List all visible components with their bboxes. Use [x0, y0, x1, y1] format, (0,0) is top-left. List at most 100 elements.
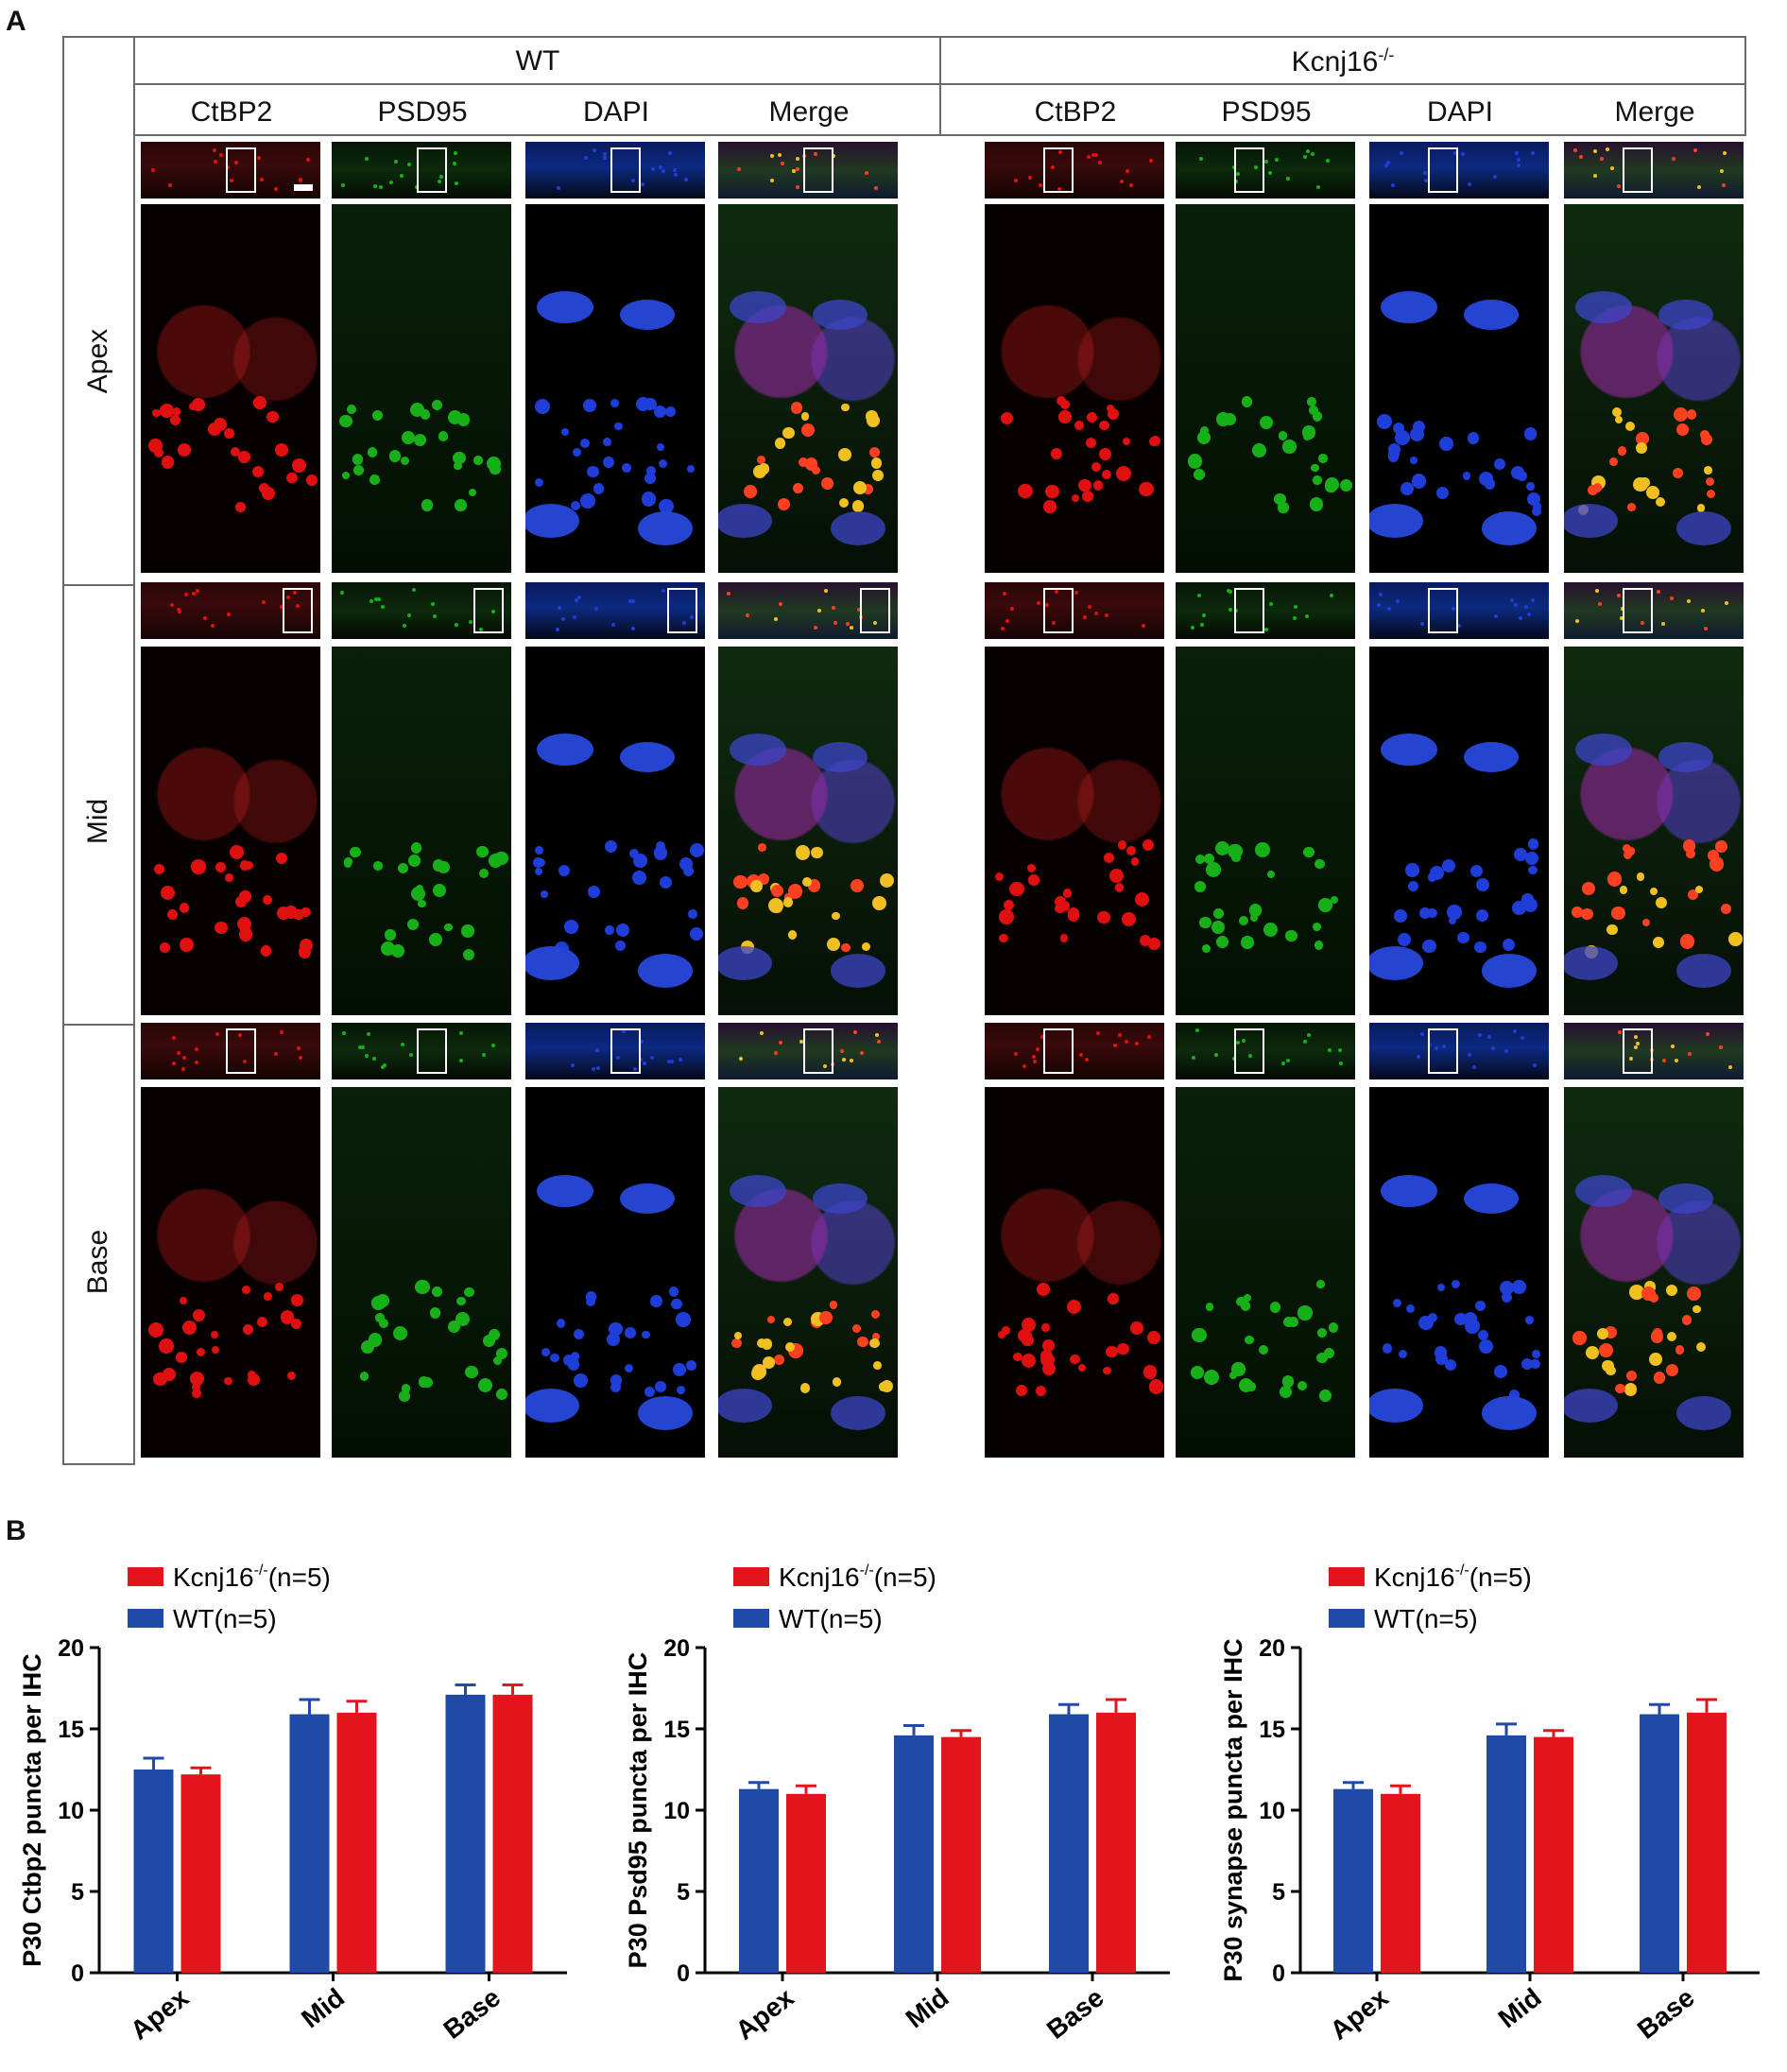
psd95-punctum: [1314, 941, 1324, 950]
psd95-punctum: [376, 597, 381, 602]
ctbp2-punctum: [243, 1060, 247, 1064]
dapi-punctum: [603, 438, 612, 446]
ctbp2-punctum: [153, 1372, 167, 1387]
ctbp2-punctum: [189, 402, 198, 411]
dapi-punctum: [1423, 171, 1428, 176]
dapi-punctum: [536, 857, 545, 868]
psd95-punctum: [374, 596, 379, 601]
psd95-punctum: [456, 1296, 466, 1306]
roi-box: [1623, 147, 1653, 193]
merge-punctum: [1727, 932, 1743, 946]
legend-swatch: [733, 1609, 769, 1628]
merge-punctum: [1572, 906, 1583, 918]
overview-strip-wt-merge-mid: [718, 582, 898, 639]
row-label-apex: Apex: [82, 328, 113, 394]
dapi-punctum: [1435, 1046, 1439, 1051]
ctbp2-punctum: [153, 863, 165, 874]
ctbp2-punctum: [238, 451, 250, 463]
dapi-punctum: [1493, 1365, 1507, 1379]
psd95-punctum: [371, 1296, 387, 1310]
ctbp2-punctum: [225, 873, 233, 882]
merge-punctum: [1708, 850, 1720, 861]
dapi-punctum: [1525, 852, 1539, 865]
dapi-punctum: [603, 155, 607, 160]
zoom-image-wt-dapi-mid: [525, 647, 705, 1015]
x-tick-label: Apex: [125, 1982, 194, 2046]
ctbp2-punctum: [266, 410, 279, 423]
panel-a-label: A: [6, 6, 26, 37]
dapi-punctum: [1454, 1312, 1468, 1326]
merge-punctum: [856, 608, 861, 613]
dapi-punctum: [587, 465, 599, 478]
merge-punctum: [1592, 173, 1597, 178]
merge-punctum: [811, 465, 820, 475]
dapi-punctum: [1467, 1053, 1471, 1057]
merge-punctum: [1656, 589, 1660, 594]
y-tick-label: 15: [1259, 1717, 1285, 1743]
ctbp2-punctum: [1099, 448, 1112, 461]
ctbp2-punctum: [1143, 1365, 1158, 1379]
psd95-punctum: [1278, 502, 1289, 513]
ctbp2-punctum: [1088, 605, 1092, 610]
overview-strip-ko-merge-base: [1564, 1023, 1744, 1079]
roi-box: [1234, 1028, 1264, 1074]
overview-strip-ko-ctbp2-base: [985, 1023, 1164, 1079]
dapi-punctum: [1417, 1054, 1421, 1059]
psd95-punctum: [491, 1044, 496, 1048]
psd95-punctum: [353, 464, 365, 475]
psd95-punctum: [402, 431, 416, 445]
merge-punctum: [1636, 1042, 1641, 1046]
ctbp2-punctum: [1124, 1040, 1128, 1045]
merge-punctum: [1721, 182, 1726, 187]
dapi-punctum: [558, 606, 562, 611]
psd95-punctum: [431, 602, 436, 607]
ctbp2-punctum: [1052, 620, 1057, 625]
merge-punctum: [1660, 622, 1665, 627]
psd95-punctum: [1205, 862, 1221, 878]
overview-strip-wt-dapi-mid: [525, 582, 705, 639]
dapi-punctum: [1467, 182, 1471, 187]
merge-punctum: [1653, 1372, 1666, 1385]
ctbp2-punctum: [1095, 1030, 1100, 1035]
ctbp2-punctum: [1086, 412, 1097, 423]
merge-punctum: [1724, 601, 1728, 606]
psd95-punctum: [408, 1053, 413, 1058]
ctbp2-punctum: [178, 443, 192, 458]
psd95-punctum: [1201, 613, 1206, 618]
merge-punctum: [1719, 1045, 1724, 1049]
merge-punctum: [1704, 466, 1712, 475]
psd95-punctum: [1266, 870, 1275, 879]
dapi-punctum: [1514, 151, 1519, 156]
ctbp2-punctum: [1116, 466, 1132, 482]
merge-punctum: [1616, 184, 1621, 189]
overview-strip-ko-psd95-apex: [1176, 142, 1355, 199]
ctbp2-punctum: [214, 418, 228, 431]
ctbp2-punctum: [212, 147, 216, 152]
psd95-punctum: [1236, 171, 1241, 176]
ctbp2-punctum: [1082, 615, 1087, 620]
ctbp2-punctum: [280, 1310, 295, 1324]
merge-punctum: [1641, 918, 1650, 926]
psd95-punctum: [1285, 929, 1297, 941]
psd95-punctum: [343, 860, 352, 869]
merge-punctum: [873, 185, 878, 190]
merge-punctum: [781, 161, 785, 165]
roi-box: [1043, 147, 1074, 193]
dapi-punctum: [1388, 448, 1400, 460]
dapi-punctum: [1441, 1044, 1446, 1048]
merge-punctum: [1605, 147, 1609, 152]
ctbp2-punctum: [248, 1373, 260, 1387]
psd95-punctum: [1303, 846, 1314, 857]
bar-ko-mid: [336, 1712, 377, 1973]
merge-punctum: [841, 403, 850, 411]
ctbp2-punctum: [259, 178, 264, 182]
ctbp2-punctum: [287, 1372, 297, 1381]
merge-punctum: [743, 485, 757, 498]
ctbp2-punctum: [176, 1352, 187, 1363]
nucleus: [813, 742, 868, 772]
psd95-punctum: [1269, 1302, 1281, 1314]
dapi-punctum: [685, 1360, 696, 1371]
dapi-punctum: [1422, 939, 1436, 953]
ctbp2-punctum: [181, 1056, 186, 1061]
overview-strip-wt-merge-base: [718, 1023, 898, 1079]
